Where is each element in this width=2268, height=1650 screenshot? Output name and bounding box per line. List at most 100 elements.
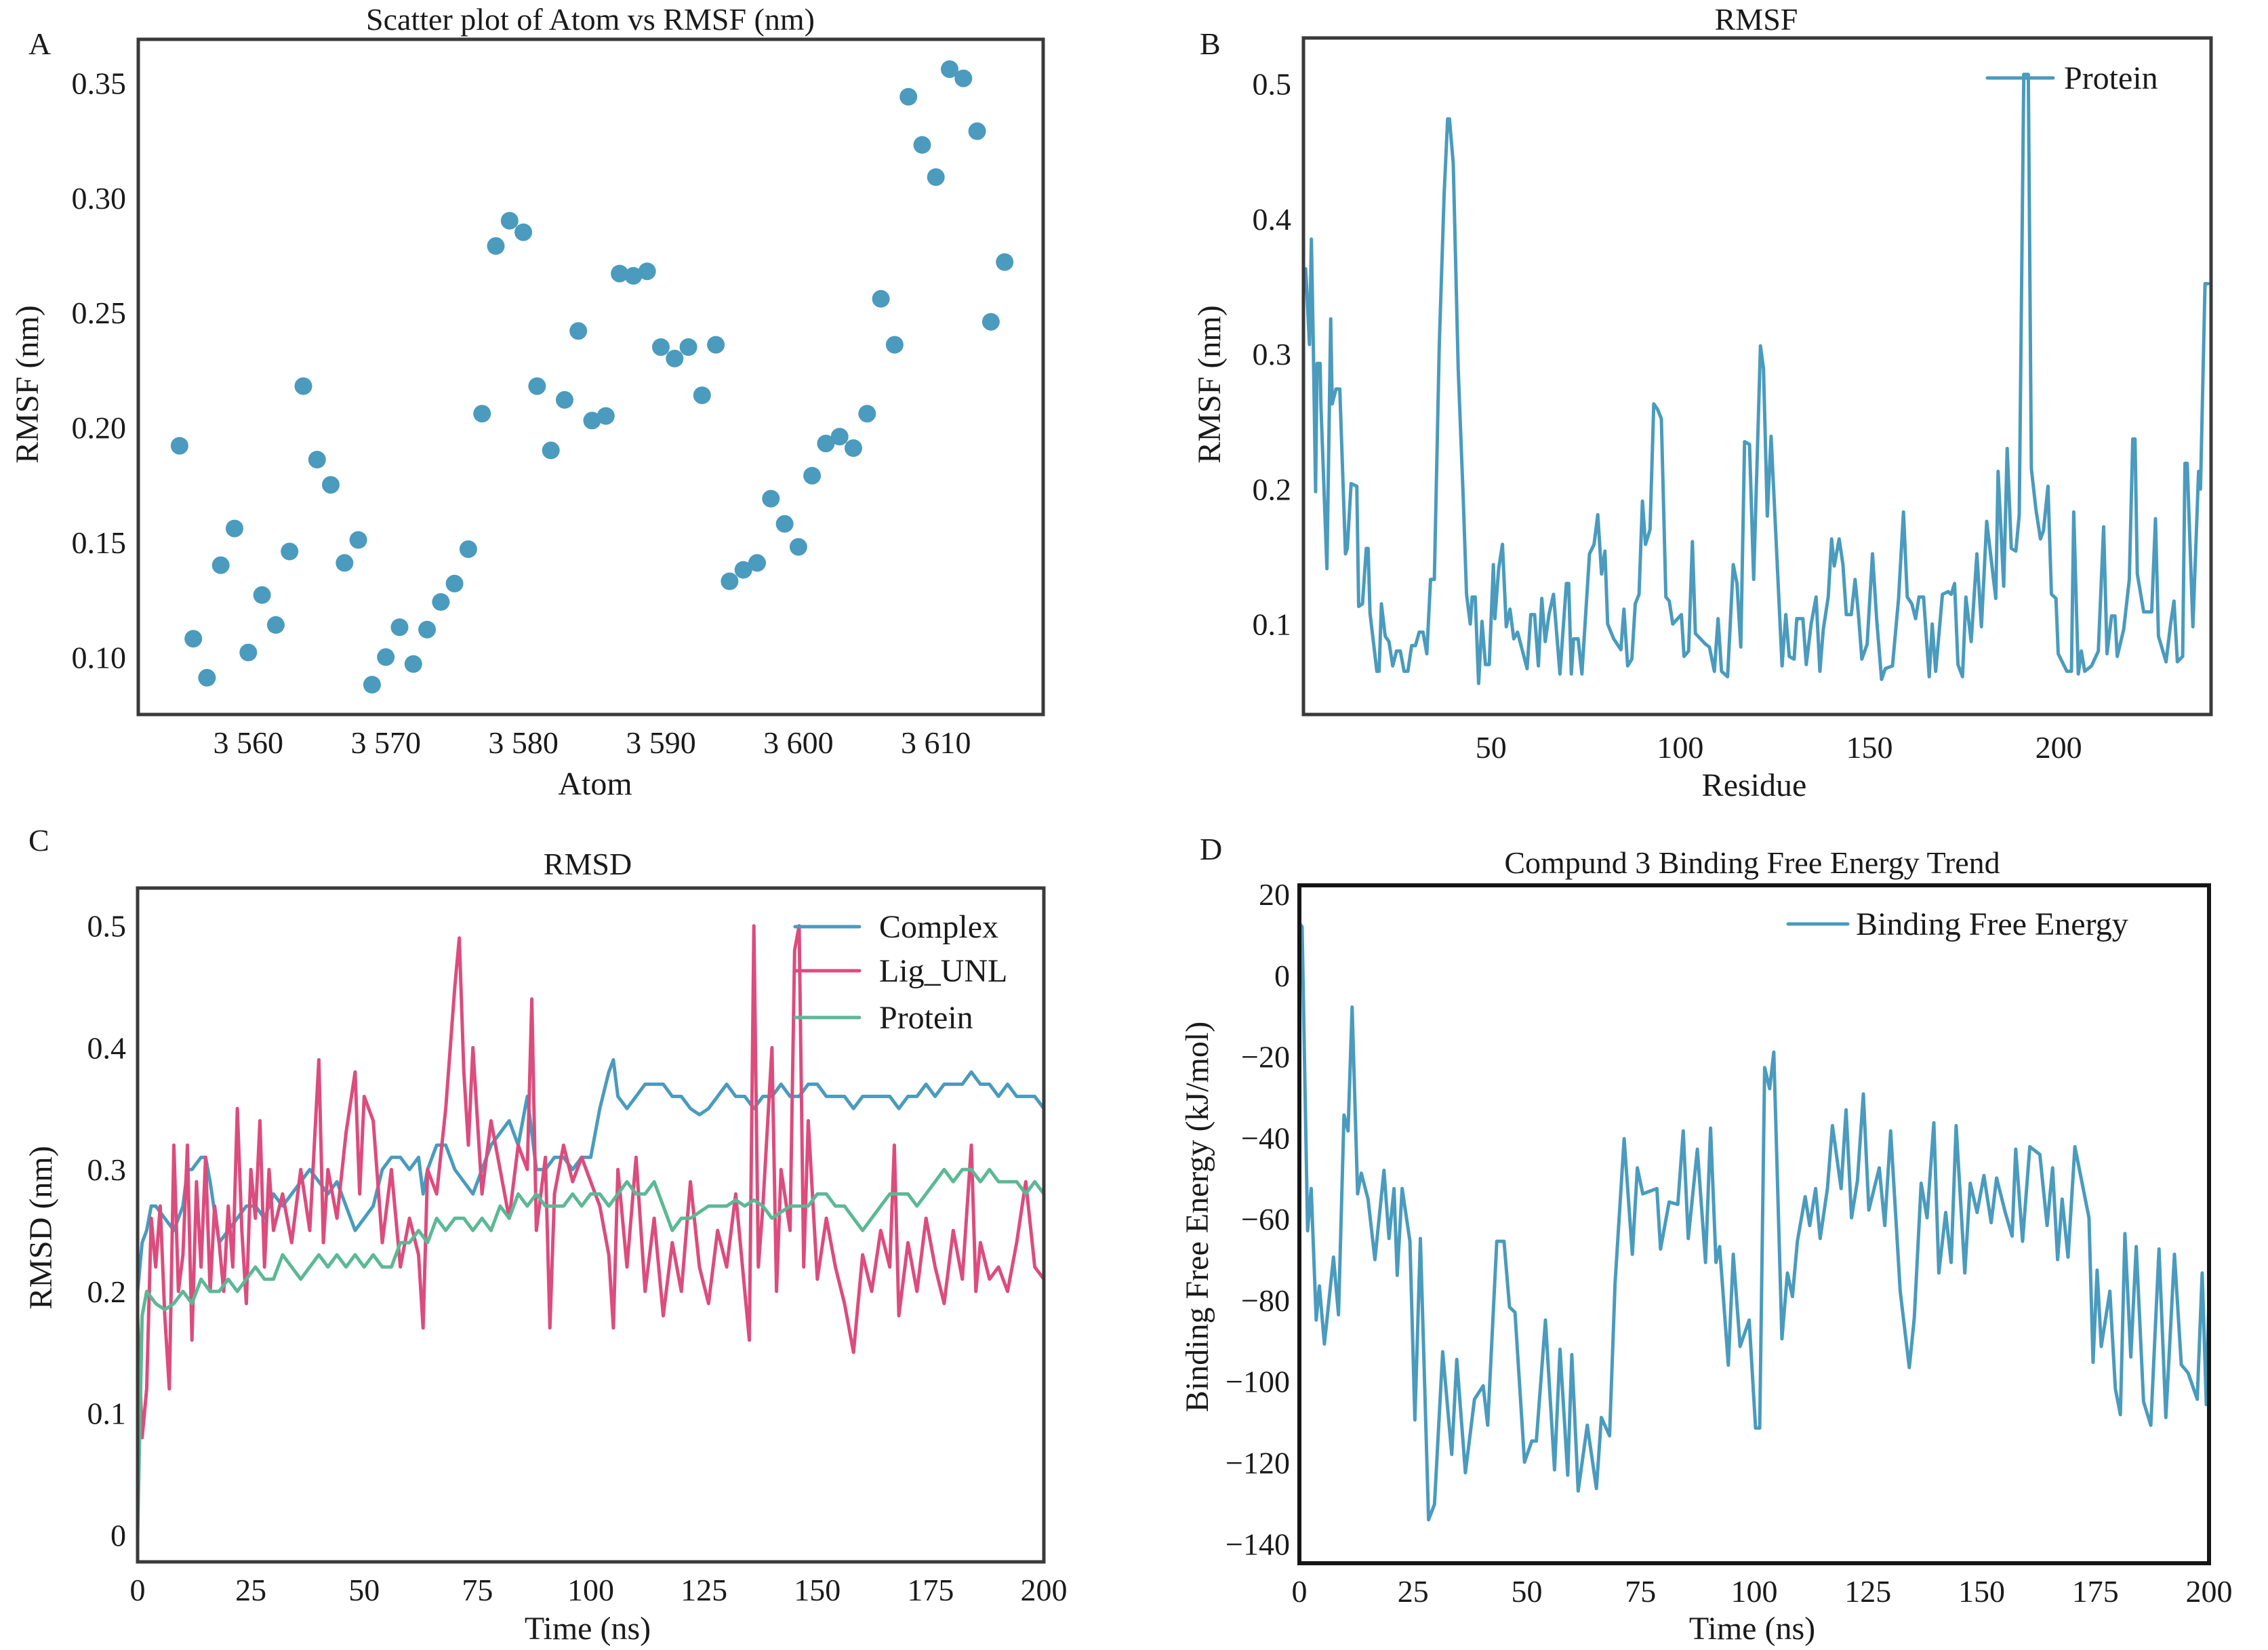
x-tick-label: 100 (1731, 1574, 1778, 1609)
scatter-point (996, 253, 1014, 271)
panel-a-y-axis-label: RMSF (nm) (9, 305, 45, 463)
scatter-point (789, 538, 807, 556)
panel-a: A Scatter plot of Atom vs RMSF (nm) 3 56… (9, 2, 1045, 802)
panel-d-y-ticks: 20 0 −20 −40 −60 −80 −100 −120 −140 (1226, 877, 1290, 1561)
scatter-point (418, 620, 437, 639)
panel-b-frame (1301, 36, 2213, 717)
scatter-point (748, 554, 766, 572)
legend-c-label-protein: Protein (879, 1000, 973, 1036)
x-tick-label: 25 (235, 1573, 266, 1607)
panel-d: D Compund 3 Binding Free Energy Trend Bi… (1179, 832, 2233, 1647)
scatter-point (239, 643, 258, 662)
y-tick-label: −80 (1241, 1283, 1290, 1318)
scatter-point (390, 618, 409, 637)
scatter-point (872, 289, 890, 308)
x-tick-label: 200 (2186, 1574, 2233, 1609)
scatter-point (322, 476, 340, 494)
scatter-point (762, 489, 780, 508)
scatter-point (514, 223, 533, 241)
panel-d-x-axis-label: Time (ns) (1689, 1611, 1815, 1647)
x-tick-label: 3 580 (488, 725, 559, 760)
scatter-point (913, 136, 931, 154)
y-tick-label: −120 (1226, 1446, 1290, 1481)
panel-b-title: RMSF (1715, 2, 1798, 37)
panel-d-title: Compund 3 Binding Free Energy Trend (1504, 845, 2000, 880)
scatter-point (459, 540, 477, 559)
x-tick-label: 75 (462, 1573, 493, 1607)
scatter-point (528, 377, 546, 395)
y-tick-label: 0.15 (72, 525, 127, 560)
y-tick-label: 0.10 (72, 640, 127, 675)
legend-b-label: Protein (2064, 60, 2158, 96)
y-tick-label: −100 (1226, 1365, 1290, 1399)
scatter-point (473, 405, 491, 423)
scatter-point (487, 237, 505, 255)
x-tick-label: 175 (2072, 1574, 2119, 1609)
scatter-point (666, 349, 684, 367)
y-tick-label: 0.2 (1253, 472, 1292, 506)
panel-c-frame (136, 886, 1046, 1564)
x-tick-label: 25 (1398, 1574, 1429, 1609)
legend-c-label-complex: Complex (879, 909, 998, 945)
scatter-point (226, 519, 243, 538)
x-tick-label: 3 610 (901, 725, 971, 760)
scatter-point (404, 655, 422, 673)
y-tick-label: 0.20 (72, 411, 127, 445)
series-line-binding-free-energy (1299, 921, 2209, 1522)
scatter-point (830, 428, 849, 446)
y-tick-label: −140 (1226, 1527, 1290, 1561)
scatter-point (500, 212, 519, 230)
panel-b: B RMSF Protein 50 100 150 200 0.10.20.30.40… (1192, 2, 2213, 803)
panel-d-legend: Binding Free Energy (1786, 906, 2128, 942)
scatter-point (170, 437, 188, 455)
scatter-point (693, 386, 711, 405)
panel-a-x-ticks: 3 560 3 570 3 580 3 590 3 600 3 610 (214, 725, 971, 760)
panel-c-y-ticks: 0 0.1 0.2 0.3 0.4 0.5 (87, 909, 127, 1553)
scatter-point (981, 313, 1000, 331)
y-tick-label: 0.4 (1253, 202, 1292, 237)
scatter-point (803, 466, 822, 485)
panel-c-x-axis-label: Time (ns) (525, 1611, 651, 1647)
scatter-point (556, 390, 573, 409)
scatter-point (253, 586, 271, 604)
x-tick-label: 200 (1021, 1573, 1068, 1607)
scatter-point (211, 556, 230, 574)
scatter-point (845, 439, 862, 457)
x-tick-label: 3 570 (350, 725, 421, 760)
panel-a-plot-area (170, 60, 1014, 693)
y-tick-label: 20 (1259, 877, 1290, 912)
x-tick-label: 150 (1958, 1574, 2005, 1609)
scatter-point (954, 69, 973, 87)
scatter-point (858, 405, 876, 423)
series-line-protein (1303, 73, 2210, 685)
x-tick-label: 50 (1512, 1574, 1543, 1609)
scatter-point (734, 561, 752, 579)
scatter-point (583, 411, 601, 430)
scatter-point (294, 377, 312, 395)
panel-c-y-axis-label: RMSD (nm) (23, 1146, 59, 1309)
y-tick-label: 0.4 (87, 1031, 127, 1066)
scatter-point (652, 338, 670, 356)
y-tick-label: 0.2 (87, 1274, 127, 1309)
x-tick-label: 150 (794, 1573, 841, 1607)
y-tick-label: 0 (1274, 959, 1290, 993)
scatter-point (377, 648, 395, 666)
scatter-point (638, 262, 656, 281)
panel-letter-b: B (1200, 26, 1221, 61)
x-tick-label: 50 (348, 1573, 380, 1607)
y-tick-label: 0.1 (1253, 607, 1292, 642)
x-tick-label: 125 (1844, 1574, 1891, 1609)
scatter-point (679, 338, 697, 356)
panel-b-y-ticks: 0.1 0.2 0.3 0.4 0.5 (1253, 67, 1292, 642)
x-tick-label: 100 (1657, 730, 1703, 765)
y-tick-label: 0.5 (87, 909, 127, 944)
y-tick-label: 0.30 (72, 181, 127, 216)
legend-c-label-lig-unl: Lig_UNL (879, 953, 1007, 989)
panel-d-x-ticks: 0 25 50 75 100 125 150 175 200 (1292, 1574, 2233, 1609)
panel-c-x-ticks: 0 25 50 75 100 125 150 175 200 (130, 1573, 1068, 1607)
scatter-point (885, 336, 904, 354)
scatter-point (336, 554, 354, 572)
series-line-protein (138, 1167, 1044, 1537)
scatter-point (542, 441, 560, 460)
